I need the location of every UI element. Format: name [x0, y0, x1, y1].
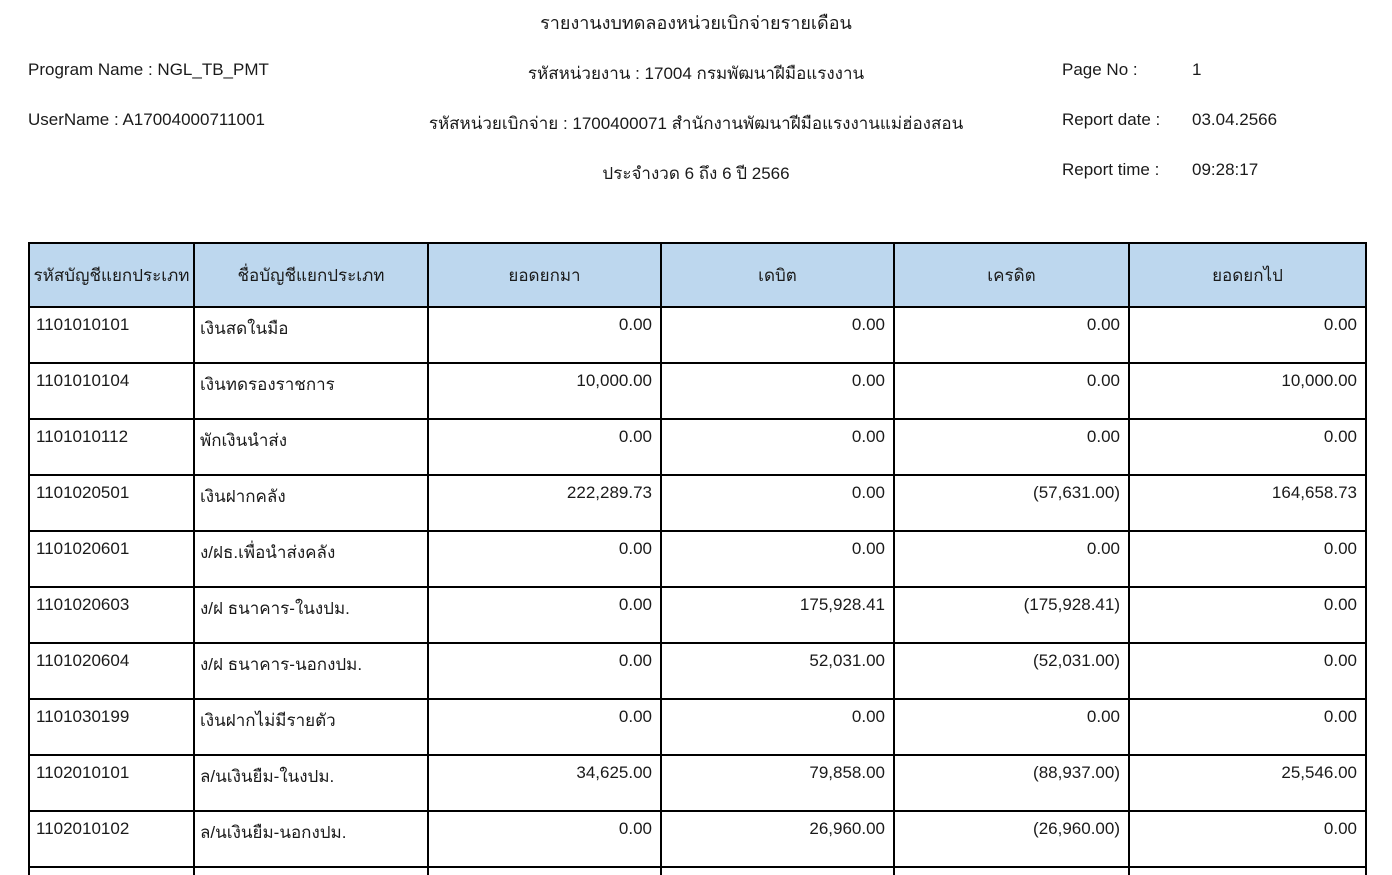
cell-account-name: เงินทดรองราชการ [193, 362, 429, 420]
report-date-value: 03.04.2566 [1192, 110, 1278, 129]
table-row: 1102010101 ล/นเงินยืม-ในงปม. 34,625.00 7… [28, 754, 1367, 812]
table-row: 1101020603 ง/ฝ ธนาคาร-ในงปม. 0.00 175,92… [28, 586, 1367, 644]
cell-beginning-balance: 0.00 [427, 306, 662, 364]
cell-account-name: ล/นเงินยืม-นอกงปม. [193, 810, 429, 868]
cell-credit: (175,928.41) [893, 586, 1130, 644]
trial-balance-table: รหัสบัญชีแยกประเภท ชื่อบัญชีแยกประเภท ยอ… [28, 242, 1367, 875]
col-header-ending-balance: ยอดยกไป [1128, 242, 1367, 308]
cell-account-code: 1101010104 [28, 362, 195, 420]
program-name: Program Name : NGL_TB_PMT [28, 60, 269, 79]
col-header-beginning-balance: ยอดยกมา [427, 242, 662, 308]
cell-account-code: 1101020604 [28, 642, 195, 700]
col-header-account-name: ชื่อบัญชีแยกประเภท [193, 242, 429, 308]
cell-account-name: ง/ฝ ธนาคาร-นอกงปม. [193, 642, 429, 700]
col-header-account-code: รหัสบัญชีแยกประเภท [28, 242, 195, 308]
table-row: 1101010101 เงินสดในมือ 0.00 0.00 0.00 0.… [28, 306, 1367, 364]
cell-credit: 0.00 [893, 306, 1130, 364]
report-time-label: Report time : [1062, 160, 1160, 179]
cell-beginning-balance: 0.00 [427, 642, 662, 700]
cell-ending-balance: 0.00 [1128, 418, 1367, 476]
cell-credit: (57,631.00) [893, 474, 1130, 532]
cell-account-code: 1102050107 [28, 866, 195, 875]
report-title: รายงานงบทดลองหน่วยเบิกจ่ายรายเดือน [540, 13, 852, 33]
cell-debit: 79,858.00 [660, 754, 895, 812]
table-header-row: รหัสบัญชีแยกประเภท ชื่อบัญชีแยกประเภท ยอ… [28, 242, 1367, 308]
username: UserName : A17004000711001 [28, 110, 265, 129]
cell-credit: 0.00 [893, 362, 1130, 420]
cell-account-name: ร/ด ค้างรับ-ภายนอก [193, 866, 429, 875]
cell-account-code: 1101020603 [28, 586, 195, 644]
cell-credit: 0.00 [893, 418, 1130, 476]
table-row: 1101020601 ง/ฝธ.เพื่อนำส่งคลัง 0.00 0.00… [28, 530, 1367, 588]
cell-debit: 26,960.00 [660, 810, 895, 868]
cell-ending-balance: 0.00 [1128, 866, 1367, 875]
table-row: 1102050107 ร/ด ค้างรับ-ภายนอก 0.00 0.00 … [28, 866, 1367, 875]
cell-beginning-balance: 0.00 [427, 530, 662, 588]
cell-account-code: 1101020501 [28, 474, 195, 532]
page-no-value: 1 [1192, 60, 1202, 79]
cell-debit: 0.00 [660, 474, 895, 532]
cell-debit: 0.00 [660, 530, 895, 588]
disbursement-line: รหัสหน่วยเบิกจ่าย : 1700400071 สำนักงานพ… [428, 114, 964, 133]
col-header-debit: เดบิต [660, 242, 895, 308]
cell-account-code: 1102010102 [28, 810, 195, 868]
cell-beginning-balance: 34,625.00 [427, 754, 662, 812]
period-line: ประจำงวด 6 ถึง 6 ปี 2566 [602, 164, 790, 183]
cell-account-name: พักเงินนำส่ง [193, 418, 429, 476]
cell-account-code: 1101010101 [28, 306, 195, 364]
cell-account-name: เงินฝากคลัง [193, 474, 429, 532]
cell-debit: 52,031.00 [660, 642, 895, 700]
cell-credit: (26,960.00) [893, 810, 1130, 868]
cell-ending-balance: 164,658.73 [1128, 474, 1367, 532]
cell-account-name: ล/นเงินยืม-ในงปม. [193, 754, 429, 812]
col-header-credit: เครดิต [893, 242, 1130, 308]
cell-credit: 0.00 [893, 698, 1130, 756]
cell-credit: (52,031.00) [893, 642, 1130, 700]
cell-debit: 175,928.41 [660, 586, 895, 644]
cell-beginning-balance: 0.00 [427, 418, 662, 476]
cell-debit: 0.00 [660, 362, 895, 420]
cell-beginning-balance: 0.00 [427, 810, 662, 868]
cell-account-name: ง/ฝ ธนาคาร-ในงปม. [193, 586, 429, 644]
cell-account-code: 1101010112 [28, 418, 195, 476]
cell-beginning-balance: 0.00 [427, 698, 662, 756]
cell-account-name: ง/ฝธ.เพื่อนำส่งคลัง [193, 530, 429, 588]
table-row: 1101020501 เงินฝากคลัง 222,289.73 0.00 (… [28, 474, 1367, 532]
cell-beginning-balance: 0.00 [427, 866, 662, 875]
report-time-value: 09:28:17 [1192, 160, 1259, 179]
cell-account-name: เงินฝากไม่มีรายตัว [193, 698, 429, 756]
cell-credit: 0.00 [893, 866, 1130, 875]
cell-beginning-balance: 222,289.73 [427, 474, 662, 532]
cell-beginning-balance: 10,000.00 [427, 362, 662, 420]
cell-ending-balance: 25,546.00 [1128, 754, 1367, 812]
table-row: 1101010104 เงินทดรองราชการ 10,000.00 0.0… [28, 362, 1367, 420]
table-row: 1101030199 เงินฝากไม่มีรายตัว 0.00 0.00 … [28, 698, 1367, 756]
cell-debit: 0.00 [660, 698, 895, 756]
cell-ending-balance: 0.00 [1128, 530, 1367, 588]
cell-account-code: 1101030199 [28, 698, 195, 756]
cell-ending-balance: 0.00 [1128, 698, 1367, 756]
cell-ending-balance: 0.00 [1128, 642, 1367, 700]
cell-account-code: 1102010101 [28, 754, 195, 812]
cell-debit: 0.00 [660, 306, 895, 364]
cell-credit: (88,937.00) [893, 754, 1130, 812]
agency-line: รหัสหน่วยงาน : 17004 กรมพัฒนาฝีมือแรงงาน [527, 64, 865, 83]
cell-ending-balance: 0.00 [1128, 306, 1367, 364]
table-row: 1101020604 ง/ฝ ธนาคาร-นอกงปม. 0.00 52,03… [28, 642, 1367, 700]
cell-credit: 0.00 [893, 530, 1130, 588]
table-row: 1102010102 ล/นเงินยืม-นอกงปม. 0.00 26,96… [28, 810, 1367, 868]
cell-ending-balance: 0.00 [1128, 586, 1367, 644]
report-date-label: Report date : [1062, 110, 1161, 129]
cell-ending-balance: 0.00 [1128, 810, 1367, 868]
page-no-label: Page No : [1062, 60, 1138, 79]
cell-ending-balance: 10,000.00 [1128, 362, 1367, 420]
table-row: 1101010112 พักเงินนำส่ง 0.00 0.00 0.00 0… [28, 418, 1367, 476]
cell-account-code: 1101020601 [28, 530, 195, 588]
cell-beginning-balance: 0.00 [427, 586, 662, 644]
cell-debit: 0.00 [660, 866, 895, 875]
cell-account-name: เงินสดในมือ [193, 306, 429, 364]
cell-debit: 0.00 [660, 418, 895, 476]
